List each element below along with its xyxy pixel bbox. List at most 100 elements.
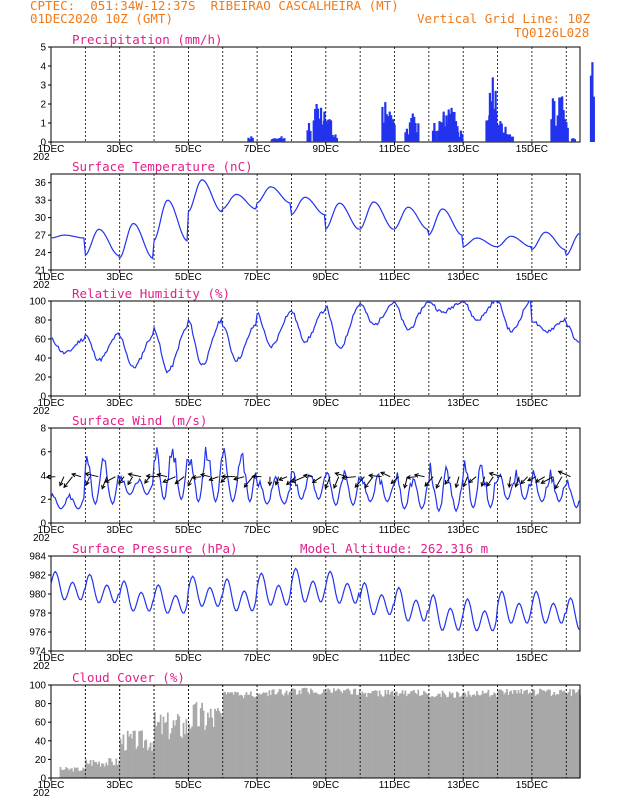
wind-vector — [63, 476, 73, 488]
precip-bar — [447, 109, 450, 142]
cloud-bar — [138, 731, 141, 778]
wind-vector — [46, 476, 56, 478]
cloud-bar — [433, 697, 435, 778]
cloud-bar — [254, 697, 256, 778]
wind-vector — [244, 476, 254, 488]
precip-bar — [510, 136, 513, 142]
wind-vector-head — [220, 474, 226, 479]
precip-bar — [496, 128, 499, 142]
cloud-bar — [476, 691, 478, 778]
cloud-bar — [503, 694, 506, 778]
cloud-bar — [139, 730, 142, 778]
cloud-bar — [557, 694, 560, 778]
cloud-bar — [105, 762, 108, 778]
cloud-bar — [300, 693, 302, 778]
wind-x-tick-label: 11DEC — [379, 525, 411, 536]
cloud-bar — [184, 734, 186, 778]
precip-bar — [431, 130, 435, 142]
precip-bar — [566, 127, 569, 142]
wind-vector — [390, 476, 400, 484]
cloud-bar — [497, 690, 500, 778]
rh-y-tick-label: 20 — [35, 373, 47, 384]
cloud-bar — [428, 697, 431, 778]
cloud-bar — [398, 693, 401, 778]
cloud-bar — [467, 691, 470, 778]
cloud-bar — [405, 696, 408, 778]
cloud-bar — [212, 726, 215, 778]
pres-y-tick-label: 984 — [29, 552, 46, 563]
cloud-bar — [554, 695, 557, 778]
wind-vector-head — [435, 483, 440, 489]
cloud-bar — [65, 767, 68, 778]
cloud-bar — [483, 693, 485, 778]
rh-y-tick-label: 40 — [35, 354, 47, 365]
precip-bar — [450, 107, 453, 142]
temp-y-tick-label: 33 — [35, 196, 47, 207]
cloud-bar — [310, 688, 312, 778]
cloud-bar — [135, 748, 138, 778]
rh-title: Relative Humidity (%) — [72, 286, 230, 301]
precip-bar — [563, 119, 567, 142]
precip-bar — [495, 111, 498, 142]
cloud-bar — [556, 693, 558, 778]
cloud-bar — [259, 694, 262, 778]
cloud-bar — [168, 739, 171, 778]
precip-bar — [570, 138, 574, 142]
cloud-bar — [454, 697, 457, 778]
cloud-bar — [91, 765, 93, 778]
cloud-bar — [496, 697, 498, 778]
precip-x-tick-label: 5DEC — [175, 144, 202, 155]
wind-vector-head — [251, 474, 257, 479]
cloud-bar — [194, 703, 196, 778]
wind-vector-head — [444, 479, 450, 485]
cloud-bar — [89, 760, 92, 778]
precip-bar — [561, 96, 564, 142]
wind-vector — [192, 476, 202, 479]
cloud-bar — [264, 692, 266, 778]
cloud-bar — [471, 694, 474, 778]
cloud-bar — [131, 738, 133, 778]
cloud-bar — [547, 689, 550, 778]
wind-vector — [200, 474, 210, 478]
cloud-bar — [292, 688, 295, 778]
cloud-bar — [361, 691, 364, 778]
precip-bar — [307, 123, 311, 142]
wind-x-tick-label: 15DEC — [516, 525, 548, 536]
temp-line — [50, 179, 580, 260]
cloud-bar — [312, 692, 315, 778]
cloud-bar — [78, 771, 80, 778]
cloud-bar — [431, 696, 434, 778]
wind-vector — [404, 476, 408, 488]
precip-bar — [407, 134, 410, 142]
cloud-bar — [269, 695, 272, 778]
cloud-bar — [280, 689, 282, 778]
precip-bar — [458, 136, 461, 142]
cloud-bar — [509, 691, 511, 778]
precip-bar — [248, 139, 252, 142]
precip-bar — [306, 130, 309, 142]
cloud-bar — [327, 688, 329, 778]
precip-bar — [390, 124, 393, 142]
cloud-bar — [165, 721, 168, 778]
cloud-bar — [494, 693, 497, 778]
cloud-bar — [407, 693, 410, 778]
precip-bar — [324, 120, 328, 142]
cloud-bar — [423, 690, 425, 778]
cloud-bar — [181, 737, 183, 778]
cloud-bar — [73, 767, 76, 778]
precip-bar — [414, 123, 417, 142]
cloud-bar — [342, 690, 345, 778]
precip-bar — [273, 138, 276, 142]
rh-x-tick-label: 5DEC — [175, 398, 202, 409]
cloud-bar — [209, 708, 212, 778]
precip-panel: 0 1 2 3 4 5 1DEC 3DEC 5DEC 7DEC 9DEC 11DEC 13DEC 15DE… — [33, 32, 595, 163]
precip-bar — [281, 139, 285, 142]
cloud-bar — [474, 695, 477, 778]
cloud-bar — [553, 692, 556, 778]
wind-vector-head — [118, 479, 123, 485]
cloud-bar — [391, 690, 394, 778]
cloud-bar — [98, 761, 100, 778]
cloud-bar — [564, 692, 567, 778]
cloud-bar — [540, 689, 543, 778]
cloud-bar — [370, 693, 372, 778]
